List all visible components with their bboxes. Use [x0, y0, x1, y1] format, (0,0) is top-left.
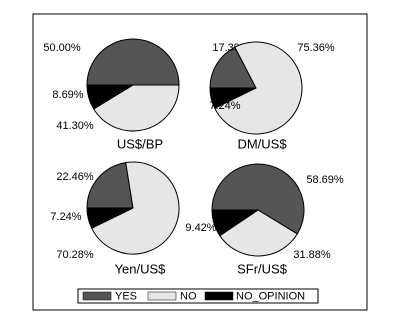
pie-slice — [86, 84, 135, 110]
pie-slice — [86, 207, 134, 229]
pie-slice — [219, 209, 298, 257]
legend-label: NO_OPINION — [236, 290, 305, 302]
legend-label: YES — [115, 290, 137, 302]
pie-title: DM/US$ — [237, 136, 287, 151]
legend-swatch — [204, 291, 234, 301]
legend-swatch — [147, 291, 177, 301]
pie-slice — [209, 87, 257, 109]
legend-box — [77, 288, 319, 304]
value-label: 50.00% — [43, 42, 81, 54]
pie-slice — [211, 163, 305, 235]
value-label: 9.42% — [185, 222, 216, 234]
value-label: 7.24% — [50, 211, 81, 223]
pie-slice — [86, 162, 134, 209]
pie-slice — [91, 161, 180, 255]
value-label: 31.88% — [293, 249, 331, 261]
pie-slice — [214, 41, 303, 135]
pie-slice — [209, 46, 257, 89]
value-label: 75.36% — [297, 42, 335, 54]
pie-slice — [86, 38, 180, 86]
pie-title: US$/BP — [117, 136, 163, 151]
value-label: 58.69% — [306, 174, 344, 186]
pie-slice — [211, 209, 260, 237]
value-label: 8.69% — [52, 89, 83, 101]
value-label: 41.30% — [56, 120, 94, 132]
pie-title: SFr/US$ — [237, 261, 288, 276]
value-label: 70.28% — [56, 249, 94, 261]
value-label: 7.24% — [209, 100, 240, 112]
legend-label: NO — [180, 290, 197, 302]
legend-swatch — [82, 291, 112, 301]
frame — [32, 13, 368, 311]
value-label: 22.46% — [56, 171, 94, 183]
pie-title: Yen/US$ — [115, 261, 167, 276]
